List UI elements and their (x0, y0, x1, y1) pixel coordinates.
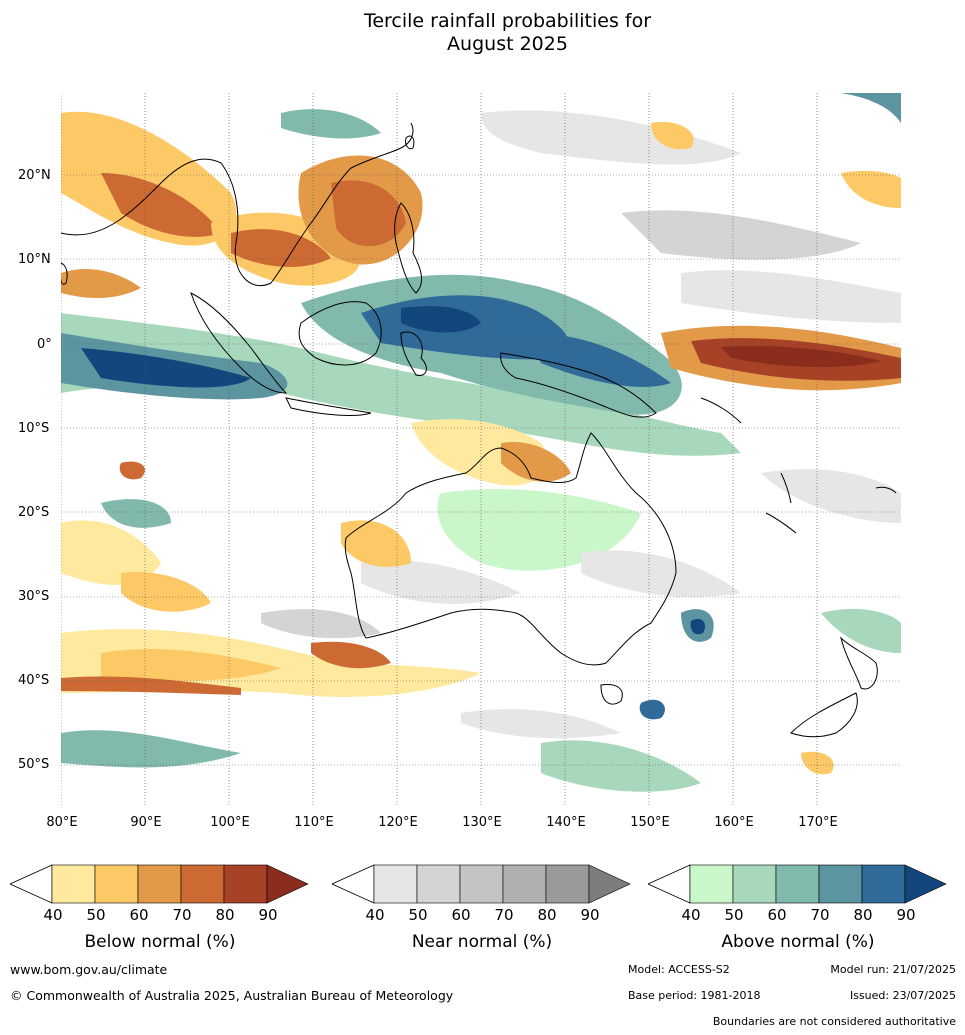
above-swatch-2 (775, 864, 820, 904)
colorbar-below-normal-swatches (10, 864, 309, 904)
lon-label-110e: 110°E (294, 815, 334, 830)
lon-label-150e: 150°E (630, 815, 670, 830)
gridlines (61, 93, 901, 805)
above-tick-60: 60 (767, 906, 787, 924)
below-tick-80: 80 (215, 906, 235, 924)
map-title: Tercile rainfall probabilities for Augus… (0, 10, 965, 56)
lon-label-100e: 100°E (210, 815, 250, 830)
lat-label-equator: 0° (37, 337, 52, 352)
sumatra-coastline (190, 292, 288, 394)
below-swatch-0 (51, 864, 96, 904)
lon-label-90e: 90°E (130, 815, 162, 830)
lon-label-120e: 120°E (378, 815, 418, 830)
near-swatch-2 (459, 864, 504, 904)
lat-label-20s: 20°S (18, 505, 50, 520)
below-tick-40: 40 (43, 906, 63, 924)
new-caledonia-coastline (765, 512, 797, 534)
near-swatch-1 (416, 864, 461, 904)
model-text: Model: ACCESS-S2 (628, 963, 730, 976)
philippines-coastline (394, 202, 423, 294)
se-asia-coastline (61, 122, 414, 287)
model-run-text: Model run: 21/07/2025 (830, 963, 956, 976)
lat-label-30s: 30°S (18, 589, 50, 604)
issued-text: Issued: 23/07/2025 (849, 989, 956, 1002)
tasmania-coastline (600, 684, 623, 705)
above-tick-50: 50 (724, 906, 744, 924)
near-tick-60: 60 (451, 906, 471, 924)
below-swatch-3 (180, 864, 225, 904)
sulawesi-coastline (400, 331, 427, 377)
below-swatch-5 (266, 864, 309, 904)
colorbar-above-normal (648, 862, 948, 906)
lon-label-80e: 80°E (46, 815, 78, 830)
australia-coastline (344, 432, 677, 666)
lat-label-10n: 10°N (18, 252, 51, 267)
near-tick-70: 70 (494, 906, 514, 924)
near-normal-field (261, 110, 901, 739)
website-link[interactable]: www.bom.gov.au/climate (10, 962, 168, 977)
above-tick-90: 90 (896, 906, 916, 924)
lon-label-170e: 170°E (798, 815, 838, 830)
near-swatch-3 (502, 864, 547, 904)
lon-label-140e: 140°E (546, 815, 586, 830)
near-swatch-0 (373, 864, 418, 904)
colorbar-below-label: Below normal (%) (84, 932, 236, 952)
solomon-islands-coastline (700, 397, 742, 424)
above-swatch-4 (861, 864, 906, 904)
new-zealand-south-island-coastline (790, 692, 858, 738)
near-swatch-5 (588, 864, 631, 904)
above-normal-min-arrow (648, 864, 691, 904)
java-coastline (285, 397, 372, 416)
below-swatch-1 (94, 864, 139, 904)
lon-label-160e: 160°E (714, 815, 754, 830)
colorbar-near-normal (332, 862, 632, 906)
map-canvas (61, 93, 901, 805)
above-swatch-0 (689, 864, 734, 904)
probability-map (61, 93, 901, 805)
below-normal-min-arrow (10, 864, 53, 904)
lat-label-20n: 20°N (18, 168, 51, 183)
near-tick-50: 50 (408, 906, 428, 924)
colorbar-below-normal (10, 862, 310, 906)
below-tick-70: 70 (172, 906, 192, 924)
above-swatch-1 (732, 864, 777, 904)
above-tick-70: 70 (810, 906, 830, 924)
vanuatu-coastline (780, 472, 792, 504)
sri-lanka-coastline (61, 262, 68, 285)
borneo-coastline (298, 301, 382, 366)
lat-label-40s: 40°S (18, 673, 50, 688)
near-tick-40: 40 (365, 906, 385, 924)
colorbar-above-label: Above normal (%) (721, 932, 875, 952)
title-line-2: August 2025 (447, 33, 568, 55)
below-swatch-4 (223, 864, 268, 904)
colorbar-near-normal-swatches (332, 864, 631, 904)
title-line-1: Tercile rainfall probabilities for (363, 10, 652, 32)
above-swatch-5 (904, 864, 947, 904)
coastlines (61, 122, 897, 738)
near-tick-90: 90 (580, 906, 600, 924)
base-period-text: Base period: 1981-2018 (628, 989, 761, 1002)
colorbar-near-label: Near normal (%) (411, 932, 553, 952)
above-swatch-3 (818, 864, 863, 904)
copyright-text: © Commonwealth of Australia 2025, Austra… (10, 988, 454, 1003)
new-zealand-north-island-coastline (840, 636, 878, 690)
lon-label-130e: 130°E (462, 815, 502, 830)
above-tick-40: 40 (681, 906, 701, 924)
colorbar-above-normal-swatches (648, 864, 947, 904)
new-guinea-coastline (500, 352, 657, 418)
below-tick-60: 60 (129, 906, 149, 924)
below-swatch-2 (137, 864, 182, 904)
below-tick-50: 50 (86, 906, 106, 924)
taiwan-coastline (405, 135, 415, 150)
boundaries-disclaimer: Boundaries are not considered authoritat… (712, 1015, 956, 1028)
lat-label-50s: 50°S (18, 757, 50, 772)
below-normal-field (61, 111, 901, 775)
near-tick-80: 80 (537, 906, 557, 924)
above-tick-80: 80 (853, 906, 873, 924)
lat-label-10s: 10°S (18, 421, 50, 436)
fiji-coastline (875, 486, 897, 494)
below-tick-90: 90 (258, 906, 278, 924)
near-normal-min-arrow (332, 864, 375, 904)
near-swatch-4 (545, 864, 590, 904)
